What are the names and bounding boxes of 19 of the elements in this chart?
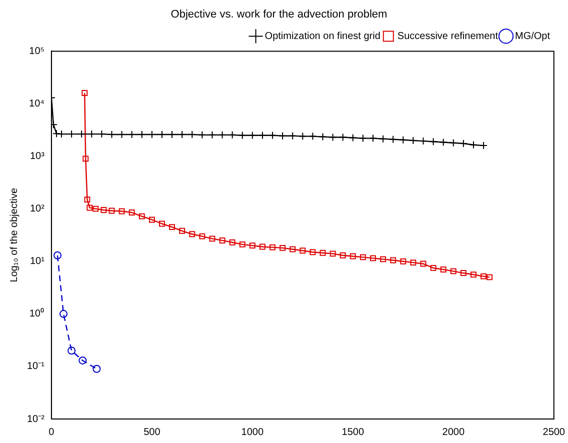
y-tick-label: 10² [30,204,46,215]
x-tick-label: 500 [144,426,161,438]
y-tick-label: 10⁴ [29,98,44,110]
y-tick-label: 10⁰ [29,308,44,320]
y-tick-label: 10⁻² [27,414,46,425]
legend-label: MG/Opt [514,30,550,42]
x-tick-label: 2000 [442,426,465,438]
y-tick-label: 10¹ [30,256,46,268]
x-tick-label: 1500 [342,426,364,438]
chart-title: Objective vs. work for the advection problem [170,8,388,21]
y-axis-title: Log₁₀ of the objective [8,188,20,282]
x-tick-label: 1000 [241,426,264,438]
y-tick-label: 10⁻¹ [27,361,46,372]
x-tick-label: 2500 [542,426,566,438]
y-tick-label: 10³ [30,151,46,162]
y-tick-label: 10⁵ [29,46,44,57]
legend-label: Optimization on finest grid [264,30,380,42]
x-tick-label: 0 [48,426,55,438]
legend-label: Successive refinement [397,30,498,42]
